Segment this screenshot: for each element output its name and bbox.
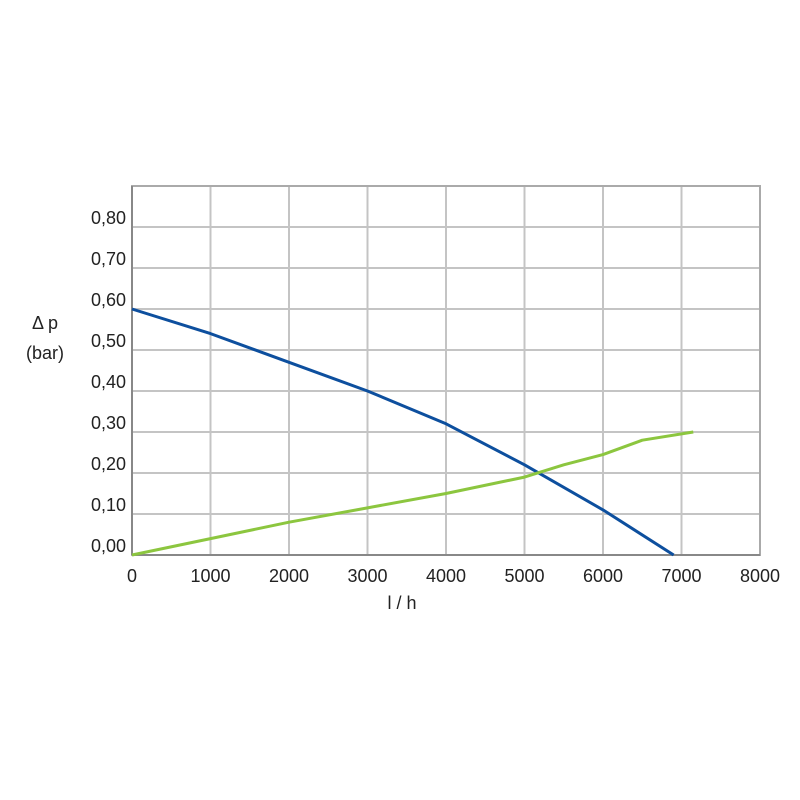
y-tick-label: 0,30 bbox=[91, 413, 126, 433]
y-axis-label: (bar) bbox=[26, 343, 64, 363]
x-tick-label: 2000 bbox=[269, 566, 309, 586]
y-tick-label: 0,60 bbox=[91, 290, 126, 310]
x-tick-label: 0 bbox=[127, 566, 137, 586]
x-tick-label: 5000 bbox=[504, 566, 544, 586]
x-axis-label: l / h bbox=[387, 593, 416, 613]
x-tick-label: 8000 bbox=[740, 566, 780, 586]
y-tick-label: 0,00 bbox=[91, 536, 126, 556]
x-tick-label: 3000 bbox=[347, 566, 387, 586]
y-axis-label: Δ p bbox=[32, 313, 58, 333]
y-tick-label: 0,70 bbox=[91, 249, 126, 269]
y-tick-label: 0,40 bbox=[91, 372, 126, 392]
y-tick-label: 0,20 bbox=[91, 454, 126, 474]
y-tick-label: 0,10 bbox=[91, 495, 126, 515]
x-tick-label: 7000 bbox=[661, 566, 701, 586]
y-tick-label: 0,50 bbox=[91, 331, 126, 351]
data-line bbox=[131, 307, 675, 557]
x-tick-label: 6000 bbox=[583, 566, 623, 586]
y-tick-label: 0,80 bbox=[91, 208, 126, 228]
x-tick-label: 4000 bbox=[426, 566, 466, 586]
x-tick-label: 1000 bbox=[190, 566, 230, 586]
data-line bbox=[131, 430, 694, 557]
